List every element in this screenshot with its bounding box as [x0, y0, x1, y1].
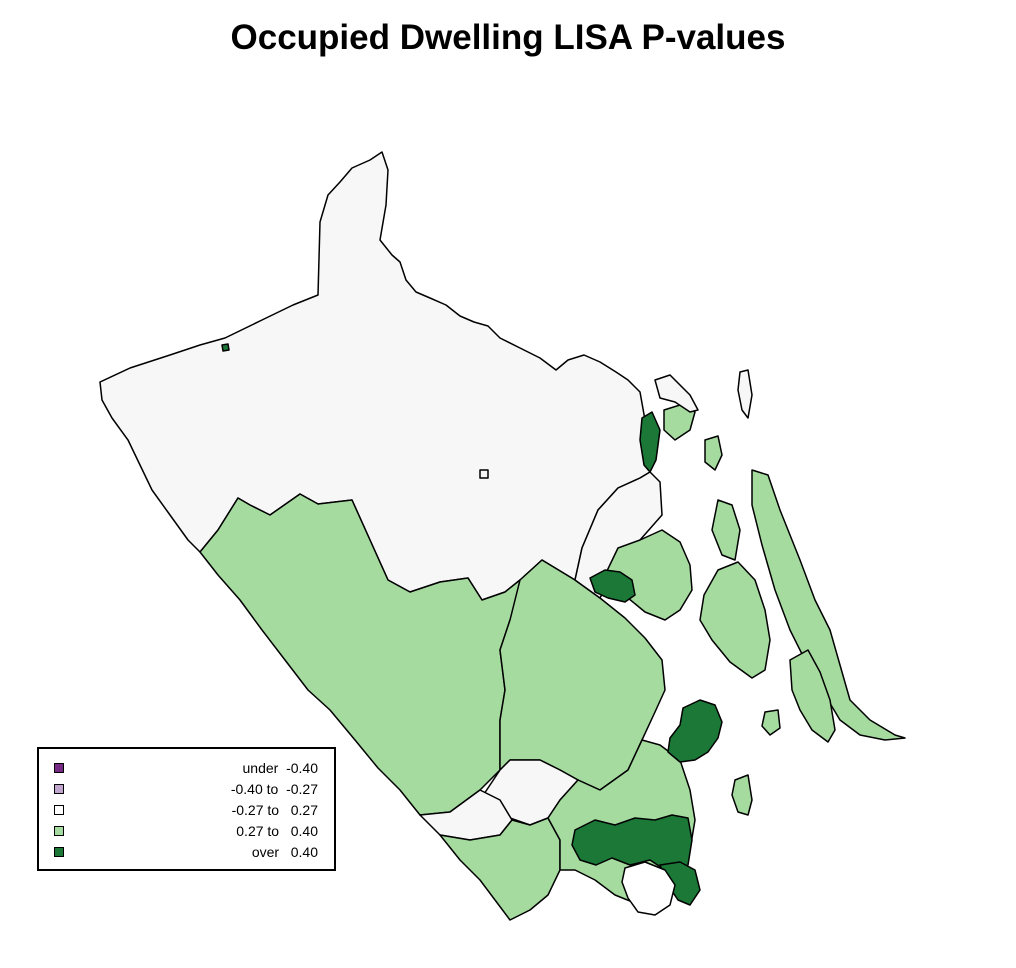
- island-north-neutral: [654, 374, 699, 413]
- legend-swatch: [54, 784, 64, 794]
- island-east-large: [699, 561, 771, 679]
- island-northeast-green: [704, 435, 723, 471]
- island-east-upper: [711, 499, 741, 561]
- region-channel-neutral: [574, 471, 663, 599]
- legend-item: -0.27 to 0.27: [39, 801, 334, 821]
- speck-neutral: [479, 469, 489, 479]
- legend-label: 0.27 to 0.40: [236, 823, 318, 839]
- region-north-neutral: [99, 151, 651, 601]
- legend-swatch: [54, 805, 64, 815]
- region-urban-neutral: [621, 861, 676, 916]
- map-legend: under -0.40 -0.40 to -0.27 -0.27 to 0.27…: [37, 747, 336, 871]
- legend-item: 0.27 to 0.40: [39, 822, 334, 842]
- island-tiny-neutral: [737, 369, 753, 419]
- region-harbor-dark: [667, 699, 723, 763]
- island-east-long: [751, 469, 906, 741]
- legend-swatch: [54, 763, 64, 773]
- legend-label: under -0.40: [242, 760, 319, 776]
- island-far-east: [731, 774, 753, 816]
- island-mid-small: [761, 709, 781, 736]
- legend-swatch: [54, 826, 64, 836]
- map-title: Occupied Dwelling LISA P-values: [230, 18, 786, 57]
- legend-item: over 0.40: [39, 843, 334, 863]
- legend-item: under -0.40: [39, 759, 334, 779]
- legend-label: -0.40 to -0.27: [230, 781, 318, 797]
- region-north-strip-dark: [639, 411, 661, 473]
- legend-item: -0.40 to -0.27: [39, 780, 334, 800]
- legend-label: -0.27 to 0.27: [231, 802, 318, 818]
- legend-label: over 0.40: [251, 844, 318, 860]
- legend-swatch: [54, 847, 64, 857]
- island-east-mid: [789, 649, 836, 743]
- speck-dark: [221, 343, 230, 352]
- region-inner-dark: [589, 569, 636, 603]
